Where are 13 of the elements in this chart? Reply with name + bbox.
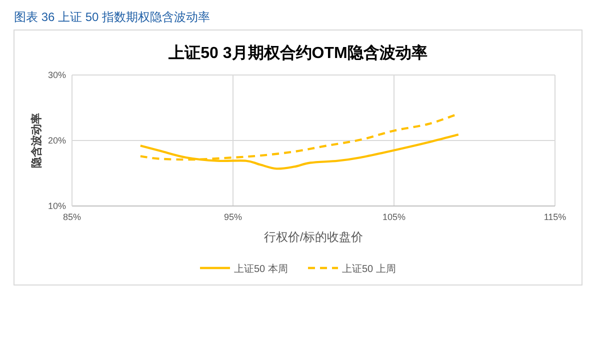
x-tick-label: 105% (382, 212, 406, 222)
x-tick-label: 115% (544, 212, 566, 222)
x-tick-label: 85% (62, 212, 82, 222)
x-tick-label: 95% (224, 212, 242, 222)
chart-title: 上证50 3月期权合约OTM隐含波动率 (168, 43, 428, 62)
y-axis-title: 隐含波动率 (30, 113, 43, 168)
legend-label: 上证50 本周 (234, 263, 288, 275)
annotation: 图表 36 上证 50 指数期权隐含波动率 (14, 10, 210, 24)
x-axis-title: 行权价/标的收盘价 (264, 230, 364, 244)
y-tick-label: 30% (48, 70, 66, 80)
legend-label: 上证50 上周 (342, 263, 396, 275)
y-tick-label: 10% (48, 201, 66, 211)
y-tick-label: 20% (48, 136, 66, 146)
